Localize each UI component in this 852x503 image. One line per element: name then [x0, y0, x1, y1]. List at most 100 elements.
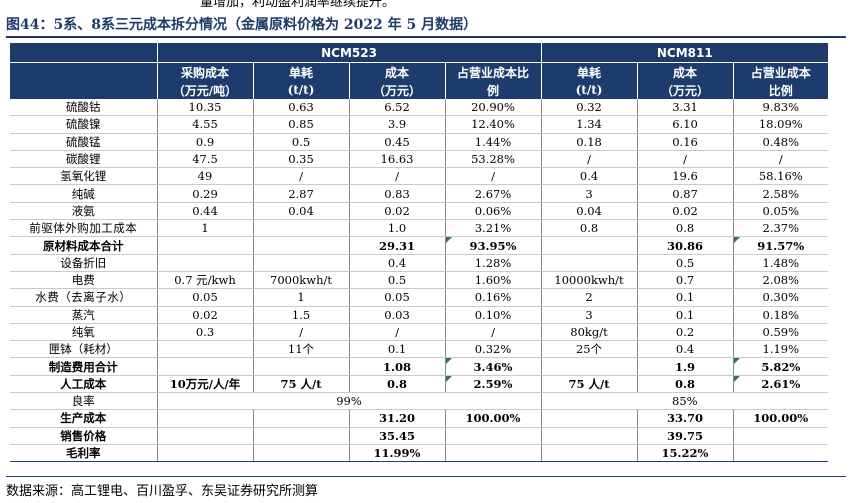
table-cell: 0.87: [637, 184, 734, 203]
table-cell: 19.6: [637, 167, 734, 186]
row-label: 销售价格: [10, 427, 158, 445]
table-cell: 0.02: [157, 306, 254, 324]
bottom-rule: [6, 476, 846, 477]
table-cell: 3: [541, 306, 638, 324]
table-cell: [541, 236, 638, 255]
table-cell: [157, 427, 254, 445]
table-cell: 2.08%: [733, 271, 829, 290]
col-unit: 比例: [733, 81, 829, 99]
row-label: 设备折旧: [10, 254, 158, 272]
table-cell: 49: [157, 167, 254, 186]
table-cell: 75 人/t: [253, 375, 350, 394]
table-cell: [541, 444, 638, 463]
table-cell: 0.03: [349, 306, 446, 324]
table-cell: 0.8: [637, 375, 734, 394]
table-row: 电费 0.7 元/kwh 7000kwh/t 0.5 1.60% 10000kwh/t 0.…: [10, 271, 829, 290]
table-cell: 18.09%: [733, 115, 829, 134]
table-cell: [157, 236, 254, 255]
row-label: 纯碱: [10, 184, 158, 203]
table-cell: 3.9: [349, 115, 446, 134]
corner-cell-2: [10, 62, 158, 81]
table-cell: [157, 357, 254, 376]
table-cell: 3.21%: [445, 219, 542, 238]
table-cell: [541, 409, 638, 428]
table-cell: 0.7 元/kwh: [157, 271, 254, 290]
table-cell: 0.83: [349, 184, 446, 203]
margin-811: 15.22%: [637, 444, 734, 463]
table-cell: 0.45: [349, 133, 446, 151]
table-row: 前驱体外购加工成本 1 1.0 3.21% 0.8 0.8 2.37%: [10, 219, 829, 238]
table-cell: 1.9: [637, 357, 734, 376]
yield-811: 85%: [541, 392, 829, 411]
table-cell: 2.59%: [445, 375, 542, 394]
table-cell: 2.58%: [733, 184, 829, 203]
prod-pct-523: 100.00%: [445, 409, 542, 428]
table-cell: 10.35: [157, 99, 254, 117]
table-cell: 0.4: [637, 340, 734, 359]
table-row: 制造费用合计 1.08 3.46% 1.9 5.82%: [10, 357, 829, 376]
table-cell: 0.8: [349, 375, 446, 394]
table-cell: 1: [157, 219, 254, 238]
row-label: 电费: [10, 271, 158, 290]
table-cell: 91.57%: [733, 236, 829, 255]
table-cell: [445, 444, 542, 463]
table-cell: [253, 219, 350, 238]
table-cell: [253, 254, 350, 272]
table-cell: 7000kwh/t: [253, 271, 350, 290]
cost-breakdown-table: NCM523 NCM811 采购成本 单耗 成本 占营业成本比 单耗 成本 占营…: [10, 43, 829, 463]
table-cell: 1: [253, 288, 350, 307]
col-header: 采购成本: [157, 62, 254, 81]
table-cell: 0.1: [349, 340, 446, 359]
table-row: 人工成本 10万元/人/年 75 人/t 0.8 2.59% 75 人/t 0.8 2.61%: [10, 375, 829, 394]
row-label: 氢氧化锂: [10, 167, 158, 186]
table-cell: 1.44%: [445, 133, 542, 151]
table-cell: 0.85: [253, 115, 350, 134]
table-cell: 1.34: [541, 115, 638, 134]
sales-price-row: 销售价格 35.45 39.75: [10, 427, 829, 445]
table-row: 硫酸锰 0.9 0.5 0.45 1.44% 0.18 0.16 0.48%: [10, 133, 829, 151]
col-unit: 例: [445, 81, 542, 99]
table-cell: 93.95%: [445, 236, 542, 255]
table-row: 原材料成本合计 29.31 93.95% 30.86 91.57%: [10, 236, 829, 255]
table-cell: 0.16%: [445, 288, 542, 307]
table-cell: 0.05%: [733, 202, 829, 221]
row-label: 水费（去离子水）: [10, 288, 158, 307]
row-label: 液氨: [10, 202, 158, 221]
prod-cost-523: 31.20: [349, 409, 446, 428]
table-cell: 1.5: [253, 306, 350, 324]
table-cell: 2.37%: [733, 219, 829, 238]
table-cell: 0.2: [637, 323, 734, 342]
group-header-row: NCM523 NCM811: [10, 43, 829, 63]
table-cell: [253, 444, 350, 463]
col-unit: （万元/吨）: [157, 81, 254, 99]
data-source-note: 数据来源：高工锂电、百川盈孚、东吴证券研究所测算: [6, 484, 319, 499]
table-cell: 0.1: [637, 288, 734, 307]
table-cell: 80kg/t: [541, 323, 638, 342]
table-row: 匣钵（耗材） 11个 0.1 0.32% 25个 0.4 1.19%: [10, 340, 829, 359]
prod-pct-811: 100.00%: [733, 409, 829, 428]
prod-cost-811: 33.70: [637, 409, 734, 428]
table-cell: 0.35: [253, 150, 350, 169]
table-row: 硫酸钴 10.35 0.63 6.52 20.90% 0.32 3.31 9.83%: [10, 99, 829, 117]
col-unit: (t/t): [541, 81, 638, 99]
table-cell: 0.5: [637, 254, 734, 272]
table-cell: 10000kwh/t: [541, 271, 638, 290]
table-cell: 0.9: [157, 133, 254, 151]
group-ncm811: NCM811: [541, 43, 829, 63]
table-cell: [253, 236, 350, 255]
table-cell: 53.28%: [445, 150, 542, 169]
table-row: 设备折旧 0.4 1.28% 0.5 1.48%: [10, 254, 829, 272]
table-cell: 0.8: [541, 219, 638, 238]
table-cell: [157, 409, 254, 428]
table-cell: 0.5: [253, 133, 350, 151]
table-cell: 0.3: [157, 323, 254, 342]
table-cell: /: [253, 323, 350, 342]
col-header: 单耗: [541, 62, 638, 81]
table-cell: 0.18%: [733, 306, 829, 324]
table-row: 纯碱 0.29 2.87 0.83 2.67% 3 0.87 2.58%: [10, 184, 829, 203]
table-cell: 0.1: [637, 306, 734, 324]
table-cell: /: [637, 150, 734, 169]
table-cell: 75 人/t: [541, 375, 638, 394]
table-cell: 0.8: [637, 219, 734, 238]
table-cell: 0.29: [157, 184, 254, 203]
